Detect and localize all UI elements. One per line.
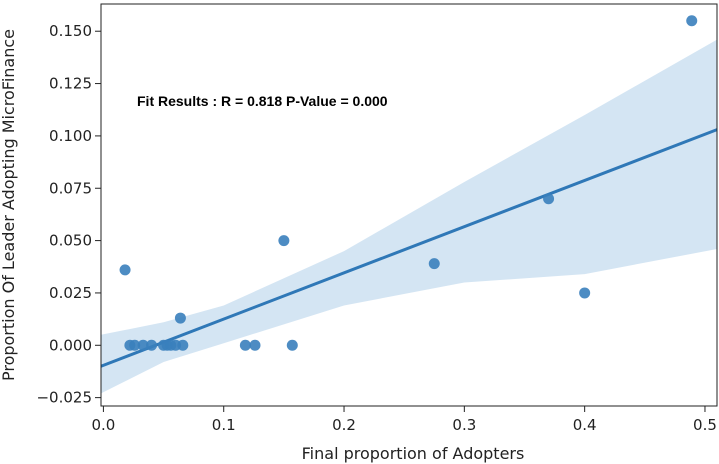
x-tick-label: 0.2 (332, 416, 356, 434)
data-point (249, 339, 261, 351)
points-layer (119, 15, 698, 351)
x-tick-label: 0.4 (573, 416, 597, 434)
x-tick-label: 0.1 (212, 416, 236, 434)
y-tick-label: 0.025 (49, 284, 92, 302)
data-point (146, 339, 158, 351)
axes-frame (100, 3, 718, 407)
data-point (579, 287, 591, 299)
confidence-band (101, 39, 717, 394)
data-point (137, 339, 149, 351)
y-tick-label: 0.075 (49, 179, 92, 197)
data-point (129, 339, 141, 351)
fit-results-annotation: Fit Results : R = 0.818 P-Value = 0.000 (137, 93, 388, 109)
x-axis: 0.0 0.1 0.2 0.3 0.4 0.5 (91, 406, 717, 434)
y-tick-label: 0.050 (49, 232, 92, 250)
data-point (428, 258, 440, 270)
data-point (543, 193, 555, 205)
y-tick-label: 0.000 (49, 336, 92, 354)
x-axis-label: Final proportion of Adopters (302, 444, 525, 463)
data-point (174, 312, 186, 324)
y-tick-label: −0.025 (36, 389, 92, 407)
data-point (119, 264, 131, 276)
x-tick-label: 0.0 (91, 416, 115, 434)
data-point (286, 339, 298, 351)
y-axis: −0.025 0.000 0.025 0.050 0.075 0.100 0.125 0.15… (36, 22, 101, 407)
data-point (177, 339, 189, 351)
data-point (686, 15, 698, 27)
data-point (239, 339, 251, 351)
x-tick-label: 0.5 (693, 416, 717, 434)
fit-line-layer (100, 128, 718, 368)
y-tick-label: 0.100 (49, 127, 92, 145)
confidence-band-layer (101, 39, 717, 394)
fit-line (100, 128, 718, 368)
data-point (278, 235, 290, 247)
y-tick-label: 0.150 (49, 22, 92, 40)
x-tick-label: 0.3 (452, 416, 476, 434)
y-tick-label: 0.125 (49, 75, 92, 93)
y-axis-label: Proportion Of Leader Adopting MicroFinan… (0, 29, 18, 381)
